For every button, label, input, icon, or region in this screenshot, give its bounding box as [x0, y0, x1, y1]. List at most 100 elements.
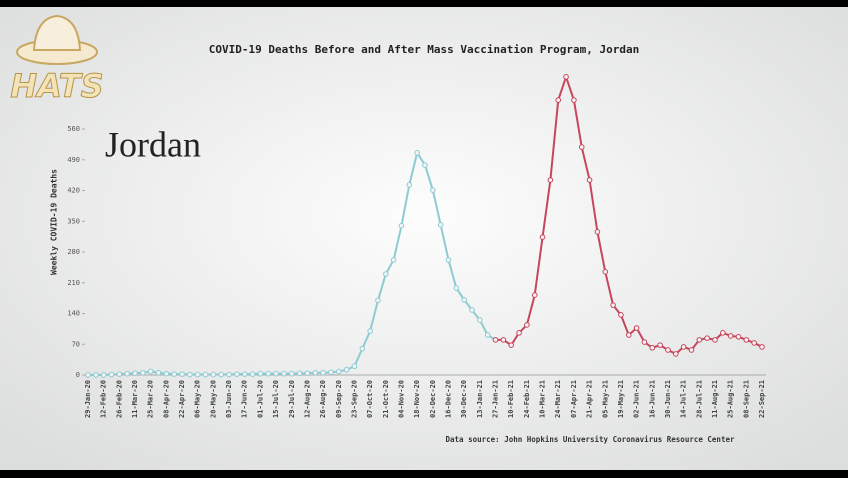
data-point	[202, 371, 209, 378]
x-tick-label: 21-Oct-20	[382, 380, 390, 418]
x-tick-label: 21-Apr-21	[586, 380, 594, 418]
x-tick-label: 08-Sep-21	[742, 380, 750, 418]
data-point	[665, 347, 671, 353]
data-point	[422, 162, 428, 168]
y-tick-label: 210	[67, 279, 80, 287]
data-point	[602, 269, 609, 275]
x-tick-label: 07-Oct-20	[366, 380, 374, 418]
x-tick-label: 14-Jul-21	[680, 380, 688, 418]
data-point	[625, 332, 632, 338]
data-point	[234, 371, 240, 377]
logo: HATS	[10, 14, 104, 106]
x-tick-label: 04-Nov-20	[397, 380, 405, 418]
data-point	[649, 344, 656, 351]
frame-bottom	[0, 470, 848, 478]
x-tick-label: 16-Jun-21	[648, 380, 656, 418]
data-point	[375, 297, 381, 304]
data-point	[555, 97, 562, 103]
data-point	[445, 257, 452, 263]
data-point	[296, 370, 303, 377]
data-point	[163, 370, 170, 377]
x-tick-label: 10-Feb-21	[507, 380, 515, 418]
data-point	[179, 371, 185, 377]
data-point	[132, 370, 138, 377]
data-point	[492, 337, 499, 343]
data-point	[147, 368, 154, 375]
x-tick-label: 10-Mar-21	[539, 380, 547, 418]
data-point	[414, 150, 420, 156]
data-point	[531, 292, 538, 298]
data-point	[249, 371, 256, 377]
data-point	[727, 333, 734, 339]
data-point	[704, 335, 710, 341]
data-point	[265, 370, 272, 377]
data-point	[171, 371, 178, 377]
source: Data source: John Hopkins University Cor…	[446, 435, 735, 444]
data-point	[657, 342, 663, 348]
x-tick-label: 07-Apr-21	[570, 380, 578, 418]
data-point	[500, 337, 507, 343]
logo-text: HATS	[10, 67, 103, 105]
x-tick-label: 11-Aug-21	[711, 380, 719, 418]
data-point	[437, 222, 444, 228]
data-point	[367, 328, 373, 334]
y-tick-label: 140	[67, 310, 80, 318]
data-point	[743, 337, 750, 343]
x-tick-label: 28-Jul-21	[695, 380, 703, 418]
x-tick-label: 12-Aug-20	[303, 380, 311, 418]
data-point	[641, 339, 648, 345]
x-tick-label: 06-May-20	[194, 380, 202, 418]
data-point	[453, 285, 460, 291]
data-point	[672, 351, 679, 357]
data-point	[461, 297, 467, 303]
data-point	[187, 371, 193, 378]
data-point	[477, 317, 483, 323]
y-tick-label: 70	[72, 340, 80, 348]
data-point	[578, 144, 585, 150]
data-point	[390, 257, 397, 263]
data-point	[735, 333, 742, 340]
data-point	[320, 370, 326, 376]
data-point	[712, 337, 718, 343]
y-tick-label: 420	[67, 187, 80, 195]
data-point	[351, 363, 358, 370]
data-point	[100, 372, 107, 378]
data-point	[257, 370, 264, 377]
data-point	[218, 371, 225, 378]
x-tick-label: 18-Nov-20	[413, 380, 421, 418]
data-point	[430, 187, 436, 193]
data-point	[610, 302, 616, 308]
annotation: Jordan	[105, 124, 201, 164]
data-point	[312, 370, 319, 376]
frame-top	[0, 0, 848, 7]
x-tick-label: 24-Mar-21	[554, 380, 562, 418]
x-tick-label: 24-Feb-21	[523, 380, 531, 418]
data-point	[633, 325, 640, 331]
x-tick-label: 05-May-21	[601, 380, 609, 418]
x-tick-label: 27-Jan-21	[492, 380, 500, 418]
data-point	[618, 312, 624, 318]
data-point	[288, 370, 295, 377]
x-tick-label: 25-Mar-20	[147, 380, 155, 418]
data-point	[241, 371, 248, 377]
y-tick-label: 350	[67, 217, 80, 225]
data-point	[335, 368, 342, 375]
data-point	[696, 337, 703, 343]
data-point	[547, 177, 554, 183]
x-tick-label: 13-Jan-21	[476, 380, 484, 418]
data-point	[524, 322, 530, 328]
data-point	[140, 370, 146, 376]
data-point	[406, 182, 413, 188]
data-point	[108, 371, 115, 378]
data-point	[751, 340, 757, 346]
x-tick-label: 16-Dec-20	[445, 380, 453, 418]
x-tick-label: 12-Feb-20	[100, 380, 108, 418]
x-tick-label: 19-May-21	[617, 380, 625, 418]
data-point	[469, 307, 475, 313]
data-point	[586, 177, 593, 183]
data-point	[383, 271, 389, 277]
x-tick-label: 22-Sep-21	[758, 380, 766, 418]
data-point	[226, 371, 232, 378]
data-point	[563, 74, 569, 80]
